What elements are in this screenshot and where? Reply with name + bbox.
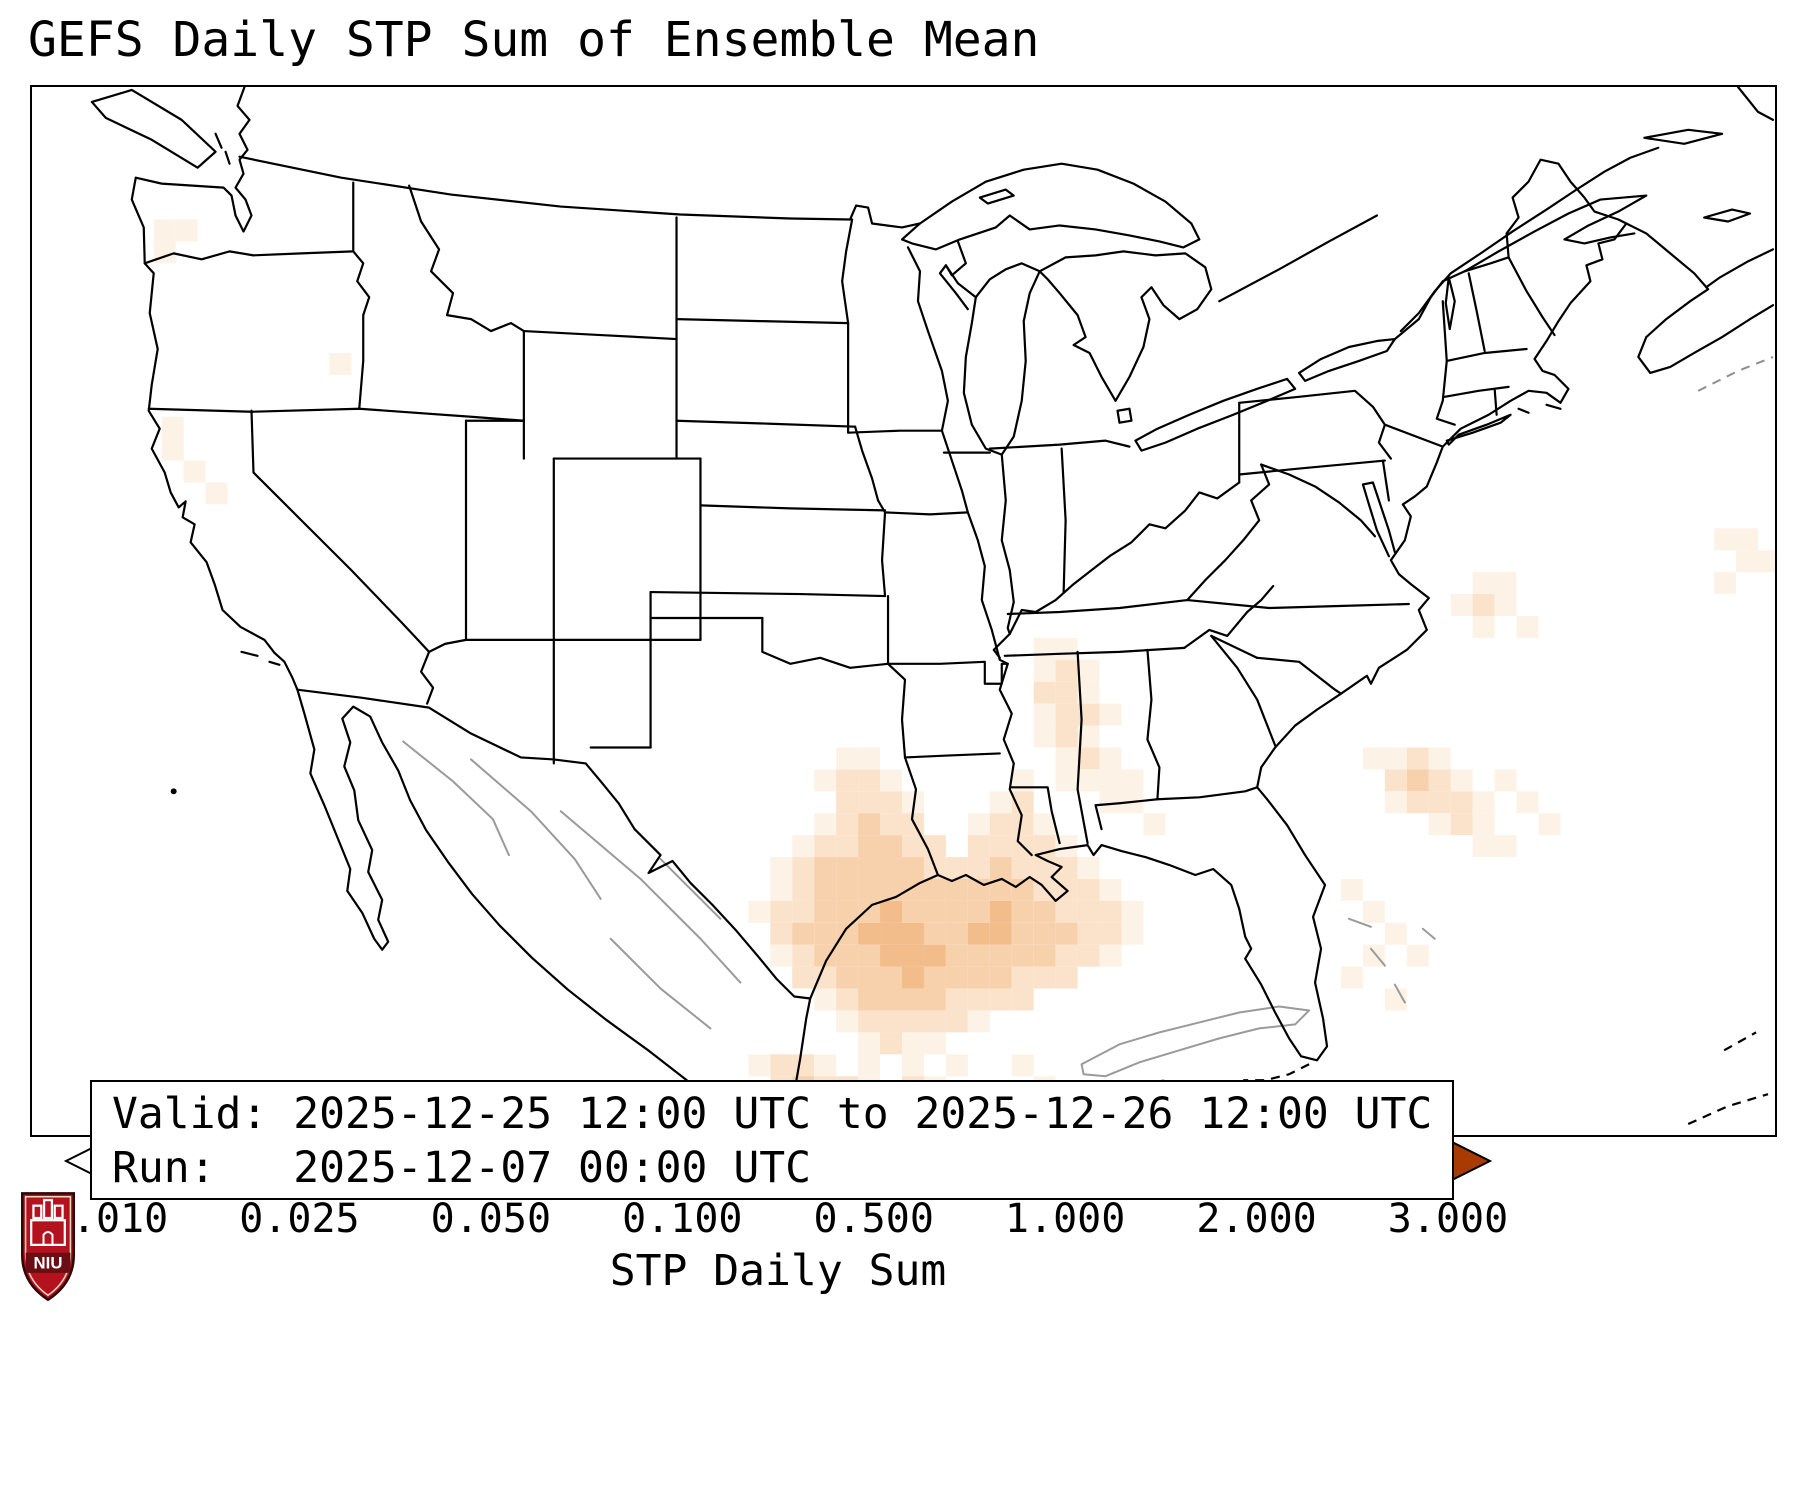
state-borders	[145, 183, 1555, 999]
valid-text: Valid: 2025-12-25 12:00 UTC to 2025-12-2…	[112, 1089, 1433, 1139]
colorbar-tick-label: 0.100	[622, 1196, 743, 1242]
colorbar-over-arrow	[1448, 1140, 1490, 1182]
colorbar-tick-label: 0.500	[813, 1196, 934, 1242]
colorbar-label: STP Daily Sum	[609, 1246, 947, 1296]
colorbar-tick-label: 3.000	[1387, 1196, 1509, 1242]
map-frame: Valid: 2025-12-25 12:00 UTC to 2025-12-2…	[30, 85, 1777, 1200]
bahamas-outline	[1349, 919, 1435, 1003]
run-text: Run: 2025-12-07 00:00 UTC	[112, 1142, 811, 1193]
colorbar-tick-label: 0.025	[239, 1196, 360, 1242]
logo-band	[25, 1252, 71, 1273]
stp-shading-cells	[153, 219, 1775, 1135]
logo-text: NIU	[34, 1253, 63, 1272]
us-map	[32, 87, 1775, 1135]
colorbar-tick-label: 2.000	[1196, 1196, 1317, 1242]
great-lakes	[902, 164, 1455, 455]
canada-borders-coast	[240, 87, 1773, 1124]
colorbar-tick-label: 1.000	[1004, 1196, 1126, 1242]
castle-glyph	[30, 1198, 66, 1246]
colorbar-tick-labels: 0.010 0.025 0.050 0.100 0.500 1.000 2.000 3.000	[48, 1196, 1508, 1242]
info-box: Valid: 2025-12-25 12:00 UTC to 2025-12-2…	[90, 1080, 1454, 1200]
niu-shield-icon: NIU	[20, 1190, 76, 1302]
niu-logo: NIU	[20, 1190, 76, 1302]
colorbar-tick-label: 0.050	[430, 1196, 552, 1242]
page-title: GEFS Daily STP Sum of Ensemble Mean	[28, 12, 1040, 68]
